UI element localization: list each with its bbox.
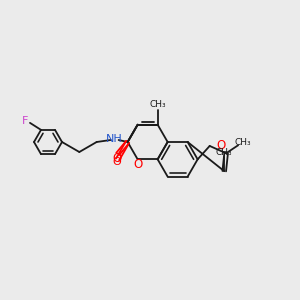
Text: O: O (112, 157, 121, 167)
Text: CH₃: CH₃ (235, 138, 251, 147)
Text: O: O (133, 158, 142, 171)
Text: NH: NH (106, 134, 123, 144)
Text: O: O (112, 152, 121, 164)
Text: CH₃: CH₃ (149, 100, 166, 109)
Text: CH₃: CH₃ (216, 148, 232, 157)
Text: F: F (22, 116, 28, 126)
Text: O: O (216, 140, 225, 152)
